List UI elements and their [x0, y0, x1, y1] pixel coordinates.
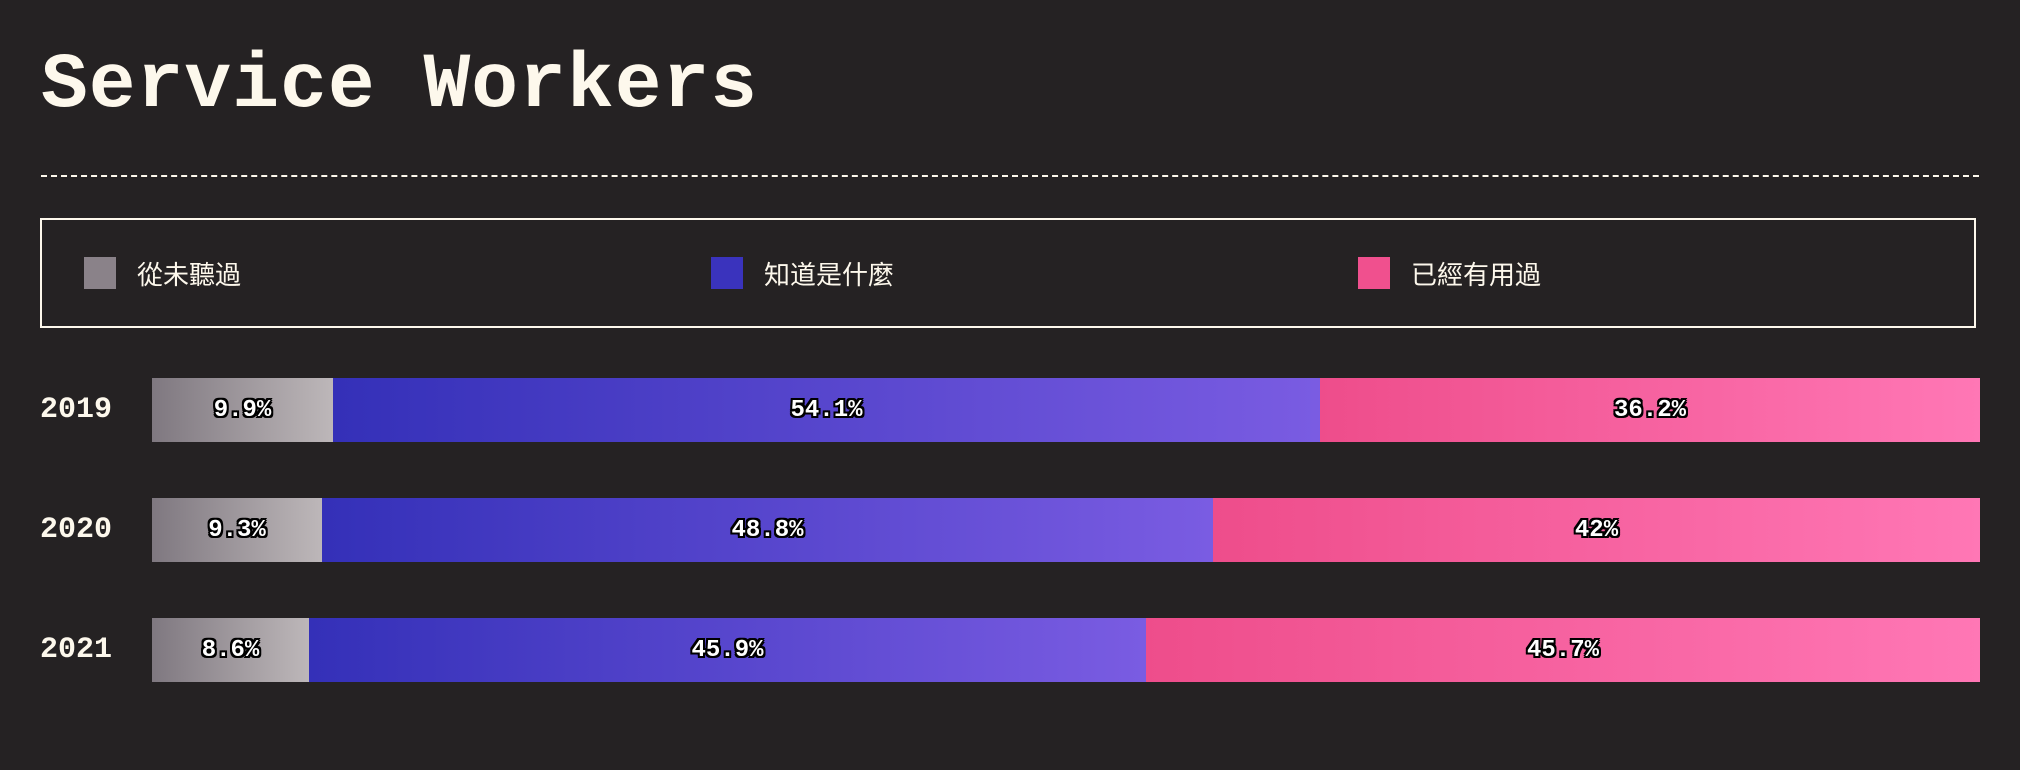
data-label-never-heard-2021: 8.6%	[201, 636, 260, 664]
bar-segment-used-it-2019: 36.2%	[1320, 378, 1980, 442]
chart-title: Service Workers	[41, 42, 759, 130]
year-label-2019: 2019	[40, 393, 113, 427]
bar-segment-know-what-2021: 45.9%	[309, 618, 1146, 682]
bar-segment-never-heard-2019: 9.9%	[152, 378, 333, 442]
bar-segment-used-it-2020: 42%	[1213, 498, 1980, 562]
legend-item-never-heard: 從未聽過	[84, 220, 241, 326]
data-label-know-what-2021: 45.9%	[691, 636, 764, 664]
bar-segment-used-it-2021: 45.7%	[1146, 618, 1980, 682]
legend-swatch-used-it	[1358, 257, 1390, 289]
bar-segment-know-what-2019: 54.1%	[333, 378, 1320, 442]
data-label-know-what-2020: 48.8%	[731, 516, 804, 544]
legend-label-used-it: 已經有用過	[1411, 259, 1542, 290]
title-divider	[41, 175, 1979, 177]
bar-row-2019: 9.9% 54.1% 36.2%	[152, 378, 1980, 442]
data-label-never-heard-2019: 9.9%	[213, 396, 272, 424]
year-label-2021: 2021	[40, 633, 113, 667]
data-label-never-heard-2020: 9.3%	[208, 516, 266, 544]
year-label-2020: 2020	[40, 513, 113, 547]
legend-label-never-heard: 從未聽過	[137, 259, 242, 290]
legend-label-know-what: 知道是什麼	[764, 259, 895, 290]
legend: 從未聽過 知道是什麼 已經有用過	[40, 218, 1976, 328]
bar-segment-never-heard-2021: 8.6%	[152, 618, 309, 682]
legend-swatch-never-heard	[84, 257, 116, 289]
bar-row-2020: 9.3% 48.8% 42%	[152, 498, 1980, 562]
legend-item-used-it: 已經有用過	[1358, 220, 1541, 326]
data-label-used-it-2019: 36.2%	[1613, 396, 1686, 424]
data-label-used-it-2020: 42%	[1574, 516, 1619, 544]
data-label-used-it-2021: 45.7%	[1526, 636, 1599, 664]
bar-segment-never-heard-2020: 9.3%	[152, 498, 322, 562]
bar-segment-know-what-2020: 48.8%	[322, 498, 1213, 562]
legend-swatch-know-what	[711, 257, 743, 289]
legend-item-know-what: 知道是什麼	[711, 220, 894, 326]
bar-row-2021: 8.6% 45.9% 45.7%	[152, 618, 1980, 682]
data-label-know-what-2019: 54.1%	[790, 396, 863, 424]
